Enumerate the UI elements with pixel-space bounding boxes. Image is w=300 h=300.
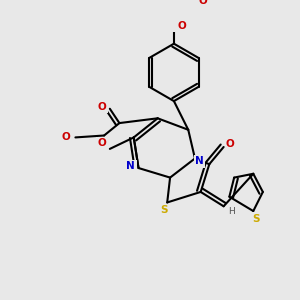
Text: N: N (195, 156, 204, 166)
Text: S: S (252, 214, 260, 224)
Text: N: N (127, 161, 135, 171)
Text: O: O (226, 139, 235, 149)
Text: S: S (160, 205, 168, 215)
Text: O: O (177, 22, 186, 32)
Text: O: O (98, 102, 106, 112)
Text: H: H (228, 207, 235, 216)
Text: O: O (61, 132, 70, 142)
Text: O: O (198, 0, 207, 6)
Text: O: O (98, 138, 106, 148)
